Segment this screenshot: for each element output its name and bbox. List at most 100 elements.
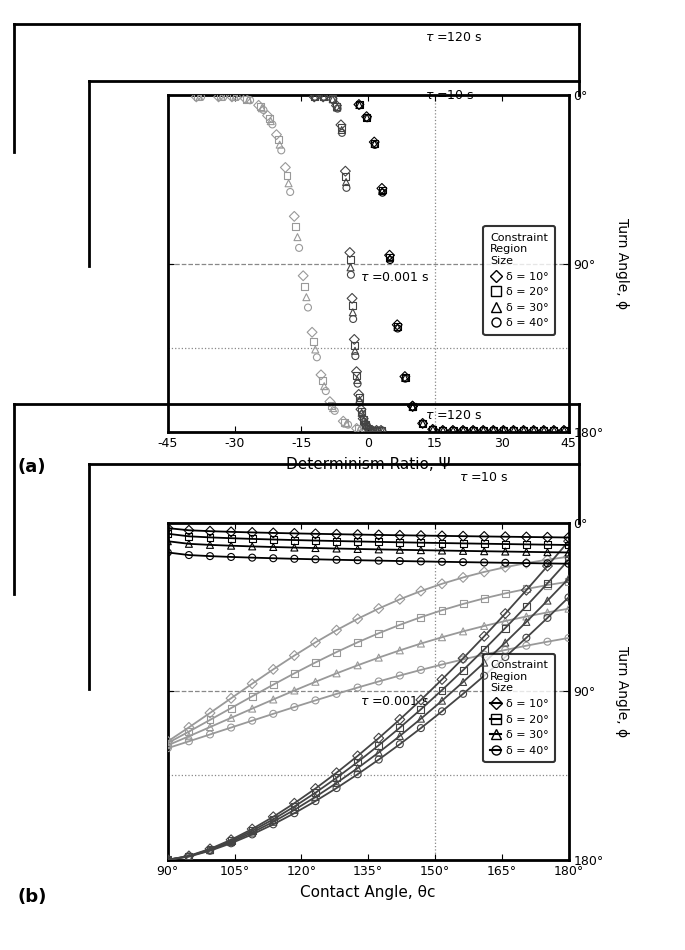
Point — [205, 548, 216, 563]
Point — [225, 720, 236, 735]
Point — [549, 423, 560, 438]
Point — [184, 848, 195, 864]
Point — [377, 185, 388, 200]
Point — [331, 686, 342, 701]
Point — [268, 817, 279, 832]
Point — [500, 555, 511, 570]
Point — [367, 423, 378, 438]
Point — [519, 423, 530, 438]
Point — [274, 137, 285, 152]
Point — [247, 539, 258, 554]
Point — [162, 526, 173, 542]
Point — [194, 89, 205, 104]
Point — [319, 89, 329, 104]
Point — [436, 682, 447, 697]
Point — [255, 99, 266, 114]
Point — [352, 553, 363, 568]
Point — [229, 89, 240, 104]
Point — [500, 620, 511, 636]
Point — [225, 834, 236, 849]
Point — [356, 406, 367, 421]
Point — [373, 650, 384, 665]
Point — [500, 642, 511, 657]
Point — [192, 89, 203, 104]
Point — [436, 602, 447, 618]
Point — [247, 701, 258, 716]
Point — [310, 89, 321, 104]
Point — [227, 89, 238, 104]
Point — [447, 423, 458, 438]
Point — [408, 399, 419, 414]
Point — [310, 674, 321, 690]
Point — [538, 423, 549, 438]
Point — [436, 672, 447, 687]
Point — [478, 423, 489, 438]
Text: $\tau$ =120 s: $\tau$ =120 s — [425, 409, 482, 423]
Point — [290, 219, 301, 235]
Point — [395, 736, 406, 751]
Point — [289, 525, 300, 541]
Point — [468, 423, 479, 438]
Point — [205, 530, 216, 545]
Point — [395, 535, 406, 550]
Y-axis label: Turn Angle, ϕ: Turn Angle, ϕ — [614, 646, 629, 736]
Point — [508, 423, 519, 438]
Point — [372, 423, 383, 438]
Point — [542, 552, 553, 567]
Point — [479, 555, 490, 570]
Point — [232, 89, 242, 104]
Point — [336, 120, 347, 135]
Point — [289, 666, 300, 681]
Point — [436, 704, 447, 719]
Point — [369, 134, 379, 149]
Point — [348, 312, 359, 327]
Point — [340, 163, 351, 179]
Point — [542, 578, 553, 593]
Point — [310, 342, 321, 357]
Point — [438, 423, 449, 438]
Point — [448, 423, 459, 438]
Point — [247, 531, 258, 546]
Point — [488, 423, 499, 438]
Point — [458, 674, 469, 690]
Point — [358, 412, 369, 428]
Point — [477, 423, 488, 438]
Point — [353, 97, 364, 112]
Point — [247, 676, 258, 692]
Point — [354, 395, 365, 410]
Point — [368, 423, 379, 438]
Point — [162, 534, 173, 549]
Point — [436, 630, 447, 645]
Point — [399, 370, 410, 385]
Point — [468, 423, 479, 438]
Point — [356, 402, 366, 417]
Point — [245, 93, 256, 108]
X-axis label: Determinism Ratio, Ψ: Determinism Ratio, Ψ — [286, 457, 451, 472]
Point — [184, 720, 195, 735]
Point — [361, 109, 372, 124]
Point — [327, 91, 338, 106]
Point — [347, 291, 358, 306]
Point — [408, 399, 419, 414]
Point — [458, 555, 469, 570]
Point — [310, 693, 321, 708]
Point — [162, 545, 173, 560]
Point — [205, 727, 216, 742]
Point — [436, 694, 447, 709]
Point — [289, 699, 300, 714]
Point — [521, 556, 532, 571]
Point — [214, 89, 225, 104]
Point — [384, 250, 395, 265]
Point — [354, 392, 365, 408]
Point — [292, 230, 303, 245]
Point — [362, 421, 373, 436]
Point — [415, 636, 426, 651]
Point — [289, 683, 300, 698]
Point — [289, 532, 300, 547]
Point — [332, 101, 343, 116]
Point — [307, 325, 318, 340]
Point — [362, 423, 373, 438]
Point — [458, 423, 469, 438]
Point — [247, 713, 258, 729]
Point — [508, 423, 519, 438]
